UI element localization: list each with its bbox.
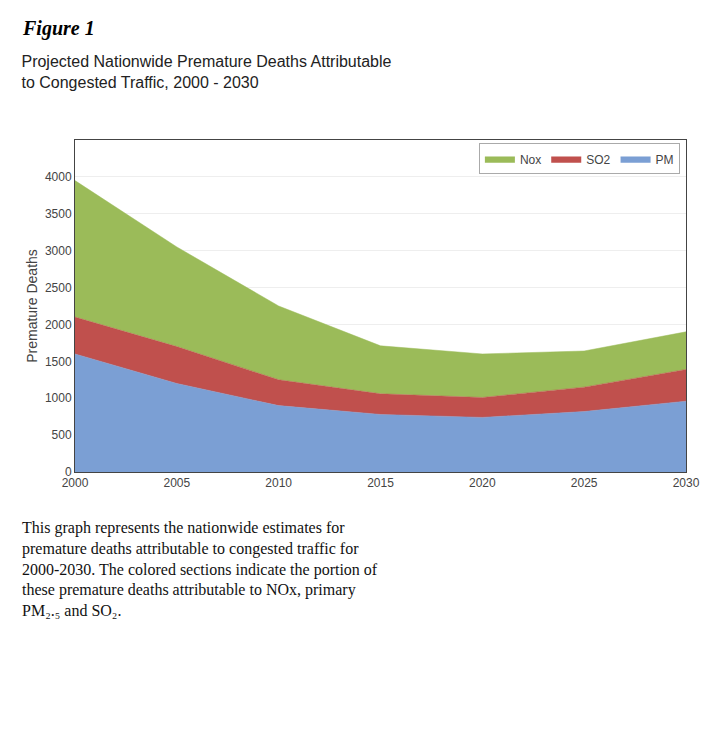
svg-text:3000: 3000 xyxy=(45,244,72,258)
svg-text:2030: 2030 xyxy=(673,476,700,490)
svg-text:Premature Deaths: Premature Deaths xyxy=(24,249,40,363)
svg-text:2020: 2020 xyxy=(469,476,496,490)
svg-text:2005: 2005 xyxy=(163,476,190,490)
svg-text:2025: 2025 xyxy=(571,476,598,490)
svg-text:Projected Nationwide Premature: Projected Nationwide Premature Deaths At… xyxy=(21,53,391,91)
svg-text:2015: 2015 xyxy=(367,476,394,490)
svg-text:SO2: SO2 xyxy=(586,153,610,167)
svg-text:1500: 1500 xyxy=(45,355,72,369)
svg-text:PM: PM xyxy=(656,153,674,167)
svg-text:This graph represents the nati: This graph represents the nationwide est… xyxy=(22,519,378,619)
svg-text:2500: 2500 xyxy=(45,281,72,295)
svg-text:3500: 3500 xyxy=(45,207,72,221)
svg-text:4000: 4000 xyxy=(45,170,72,184)
svg-text:0: 0 xyxy=(65,465,72,479)
svg-text:Nox: Nox xyxy=(520,153,541,167)
svg-text:2000: 2000 xyxy=(45,318,72,332)
svg-text:1000: 1000 xyxy=(45,391,72,405)
svg-text:2000: 2000 xyxy=(62,476,89,490)
svg-text:Figure 1: Figure 1 xyxy=(22,17,95,40)
svg-text:500: 500 xyxy=(52,428,72,442)
svg-text:2010: 2010 xyxy=(265,476,292,490)
